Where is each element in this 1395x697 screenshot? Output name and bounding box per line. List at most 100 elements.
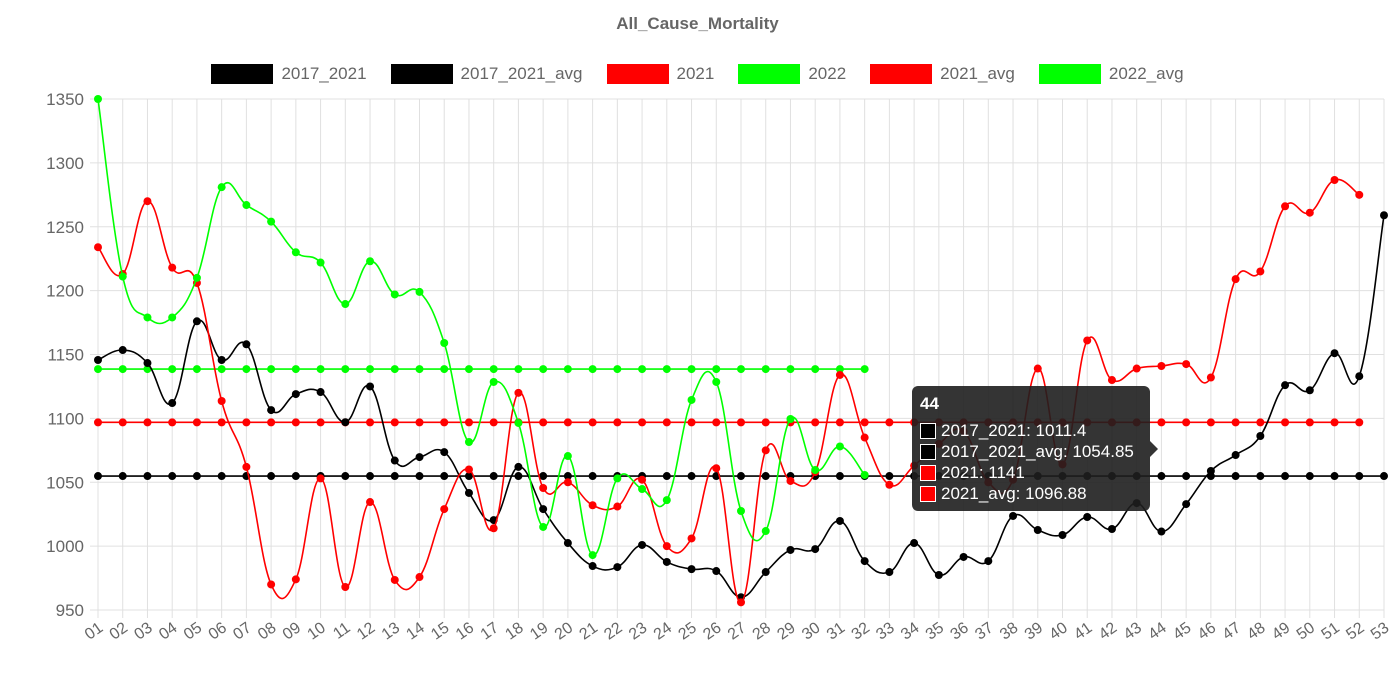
data-point-2017_2021_avg bbox=[489, 472, 498, 481]
data-point-2017_2021 bbox=[959, 552, 968, 561]
data-point-2017_2021 bbox=[217, 355, 226, 364]
legend-swatch bbox=[1038, 64, 1101, 84]
legend-item-2021[interactable]: 2021 bbox=[606, 64, 715, 84]
x-tick-label: 12 bbox=[354, 619, 378, 643]
tooltip-row: 2021_avg: 1096.88 bbox=[920, 483, 1142, 504]
data-point-2021 bbox=[712, 464, 721, 473]
data-point-2017_2021 bbox=[860, 557, 869, 566]
x-tick-label: 26 bbox=[700, 619, 724, 643]
data-point-2017_2021 bbox=[1083, 512, 1092, 521]
data-point-2022_avg bbox=[613, 365, 622, 374]
legend-item-2022_avg[interactable]: 2022_avg bbox=[1038, 64, 1184, 84]
data-point-2021 bbox=[1157, 361, 1166, 370]
data-point-2022_avg bbox=[786, 365, 795, 374]
data-point-2021_avg bbox=[662, 418, 671, 427]
x-tick-label: 07 bbox=[230, 619, 254, 643]
data-point-2021 bbox=[687, 534, 696, 543]
data-point-2017_2021 bbox=[514, 462, 523, 471]
data-point-2017_2021 bbox=[415, 453, 424, 462]
data-point-2021_avg bbox=[1305, 418, 1314, 427]
data-point-2021 bbox=[464, 465, 473, 474]
tooltip-row: 2017_2021: 1011.4 bbox=[920, 420, 1142, 441]
data-point-2022_avg bbox=[291, 365, 300, 374]
data-point-2021 bbox=[588, 501, 597, 510]
data-point-2022_avg bbox=[415, 365, 424, 374]
data-point-2021_avg bbox=[1206, 418, 1215, 427]
data-point-2021 bbox=[539, 483, 548, 492]
x-tick-label: 34 bbox=[898, 619, 922, 643]
x-tick-label: 11 bbox=[330, 619, 353, 643]
tooltip-row-text: 2017_2021_avg: 1054.85 bbox=[941, 441, 1134, 461]
data-point-2022 bbox=[514, 418, 523, 427]
legend-item-2022[interactable]: 2022 bbox=[738, 64, 846, 84]
x-tick-label: 25 bbox=[676, 619, 700, 643]
data-point-2022_avg bbox=[712, 365, 721, 374]
data-point-2017_2021 bbox=[662, 557, 671, 566]
x-tick-label: 10 bbox=[305, 619, 329, 643]
data-point-2017_2021_avg bbox=[1380, 472, 1388, 481]
legend-label: 2021 bbox=[676, 64, 715, 83]
data-point-2017_2021 bbox=[885, 568, 894, 577]
data-point-2022_avg bbox=[687, 365, 696, 374]
data-point-2017_2021 bbox=[687, 565, 696, 574]
x-tick-label: 13 bbox=[379, 619, 403, 643]
x-tick-label: 40 bbox=[1046, 619, 1070, 643]
data-point-2021_avg bbox=[860, 418, 869, 427]
data-point-2022 bbox=[737, 506, 745, 515]
data-point-2017_2021 bbox=[1256, 432, 1265, 441]
data-point-2021_avg bbox=[267, 418, 276, 427]
data-point-2021 bbox=[1281, 202, 1290, 211]
data-point-2017_2021_avg bbox=[390, 472, 399, 481]
data-point-2021 bbox=[1107, 376, 1116, 385]
data-point-2017_2021 bbox=[94, 355, 102, 364]
data-point-2021_avg bbox=[613, 418, 622, 427]
data-point-2017_2021 bbox=[835, 516, 844, 525]
tooltip-color-box bbox=[920, 422, 936, 439]
data-point-2022_avg bbox=[588, 365, 597, 374]
data-point-2021_avg bbox=[168, 418, 177, 427]
data-point-2021 bbox=[563, 478, 572, 487]
legend: 2017_2021 2017_2021_avg 2021 2022 2021_avg 20… bbox=[0, 64, 1395, 84]
data-point-2021 bbox=[613, 502, 622, 511]
legend-swatch bbox=[390, 64, 453, 84]
x-tick-label: 27 bbox=[725, 619, 749, 643]
data-point-2022 bbox=[687, 395, 696, 404]
data-point-2021_avg bbox=[1355, 418, 1364, 427]
data-point-2022_avg bbox=[94, 365, 102, 374]
x-tick-label: 37 bbox=[972, 619, 996, 643]
data-point-2022 bbox=[118, 272, 127, 281]
x-tick-label: 15 bbox=[428, 619, 452, 643]
data-point-2021 bbox=[168, 263, 177, 272]
legend-item-2021_avg[interactable]: 2021_avg bbox=[870, 64, 1015, 84]
data-point-2022 bbox=[811, 465, 820, 474]
data-point-2021 bbox=[415, 573, 424, 582]
data-point-2021_avg bbox=[687, 418, 696, 427]
data-point-2021_avg bbox=[94, 418, 102, 427]
legend-item-2017_2021_avg[interactable]: 2017_2021_avg bbox=[390, 64, 583, 84]
data-point-2022_avg bbox=[563, 365, 572, 374]
data-point-2017_2021_avg bbox=[143, 472, 152, 481]
chart-title: All_Cause_Mortality bbox=[616, 14, 779, 33]
data-point-2017_2021_avg bbox=[835, 472, 844, 481]
data-point-2021 bbox=[638, 475, 647, 484]
data-point-2021 bbox=[835, 370, 844, 379]
data-point-2017_2021 bbox=[539, 505, 548, 514]
data-point-2021 bbox=[267, 580, 276, 589]
data-point-2017_2021 bbox=[464, 488, 473, 497]
data-point-2017_2021 bbox=[1033, 526, 1042, 535]
tooltip: 44 2017_2021: 1011.4 2017_2021_avg: 1054.… bbox=[912, 386, 1158, 511]
data-point-2017_2021_avg bbox=[291, 472, 300, 481]
data-point-2022_avg bbox=[341, 365, 350, 374]
data-point-2022 bbox=[761, 527, 770, 536]
data-point-2021 bbox=[514, 388, 523, 397]
tooltip-title: 44 bbox=[920, 394, 939, 413]
x-tick-label: 32 bbox=[849, 619, 873, 643]
data-point-2022 bbox=[366, 257, 375, 266]
legend-label: 2021_avg bbox=[940, 64, 1015, 83]
data-point-2021_avg bbox=[737, 418, 745, 427]
data-point-2017_2021 bbox=[1231, 451, 1240, 460]
legend-item-2017_2021[interactable]: 2017_2021 bbox=[211, 64, 367, 84]
data-point-2017_2021 bbox=[1157, 527, 1166, 536]
data-point-2017_2021_avg bbox=[1157, 472, 1166, 481]
